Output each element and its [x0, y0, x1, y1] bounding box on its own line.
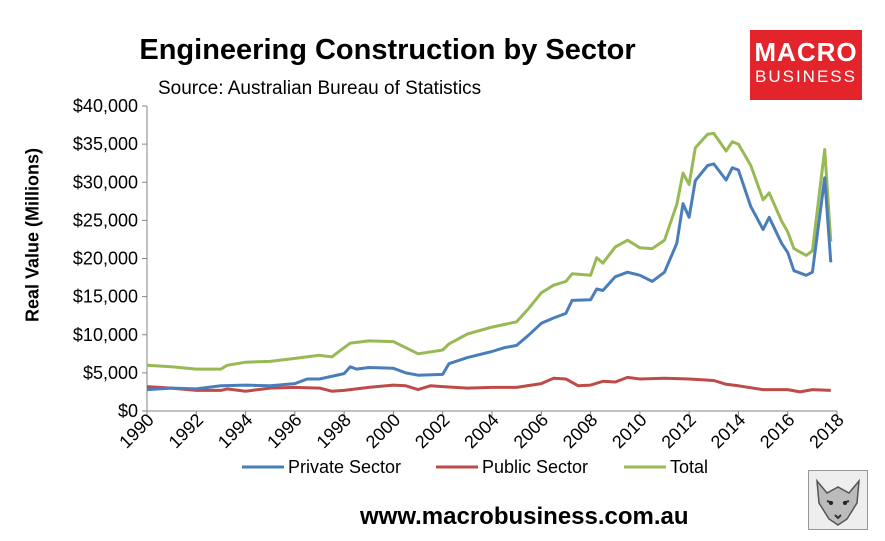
- y-tick-label: $20,000: [73, 249, 138, 269]
- x-tick-label: 2012: [658, 410, 700, 452]
- x-tick-label: 2010: [608, 410, 650, 452]
- x-tick-label: 2018: [805, 410, 847, 452]
- macrobusiness-logo: MACRO BUSINESS: [750, 30, 862, 100]
- x-tick-label: 2014: [707, 410, 749, 452]
- x-tick-label: 2006: [510, 410, 552, 452]
- x-tick-label: 2002: [411, 410, 453, 452]
- y-tick-label: $30,000: [73, 172, 138, 192]
- y-tick-label: $0: [118, 401, 138, 421]
- x-tick-label: 2016: [756, 410, 798, 452]
- series-line-public-sector: [146, 375, 831, 394]
- legend-label: Public Sector: [482, 457, 588, 477]
- y-tick-label: $15,000: [73, 287, 138, 307]
- logo-line-1: MACRO: [754, 37, 858, 67]
- wolf-logo-icon: [808, 470, 868, 530]
- chart-subtitle: Source: Australian Bureau of Statistics: [158, 78, 482, 99]
- y-tick-label: $10,000: [73, 325, 138, 345]
- footer-url: www.macrobusiness.com.au: [360, 503, 689, 530]
- x-tick-label: 2004: [460, 410, 502, 452]
- y-tick-label: $5,000: [83, 363, 138, 383]
- x-tick-label: 2000: [362, 410, 404, 452]
- logo-line-2: BUSINESS: [755, 67, 857, 86]
- x-tick-label: 1998: [313, 410, 355, 452]
- x-tick-label: 1992: [165, 410, 207, 452]
- x-tick-label: 2008: [559, 410, 601, 452]
- series-line-total: [146, 131, 833, 371]
- series-line-private-sector: [146, 162, 833, 392]
- x-tick-label: 1996: [263, 410, 305, 452]
- legend-label: Total: [670, 457, 708, 477]
- legend-label: Private Sector: [288, 457, 401, 477]
- x-tick-label: 1994: [214, 410, 256, 452]
- y-tick-label: $25,000: [73, 210, 138, 230]
- chart-title: Engineering Construction by Sector: [139, 34, 636, 66]
- y-tick-label: $40,000: [73, 96, 138, 116]
- y-tick-label: $35,000: [73, 134, 138, 154]
